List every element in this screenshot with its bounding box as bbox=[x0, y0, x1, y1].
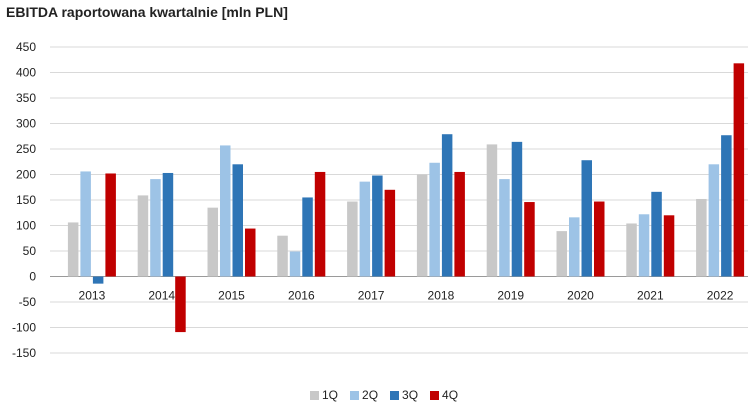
bar-3Q-2021 bbox=[651, 191, 662, 277]
bar-3Q-2013 bbox=[92, 276, 104, 284]
y-tick-label: -50 bbox=[19, 295, 37, 309]
bar-3Q-2016 bbox=[302, 197, 313, 277]
x-tick-label: 2019 bbox=[497, 289, 524, 303]
bar-3Q-2014 bbox=[162, 172, 174, 277]
x-tick-label: 2016 bbox=[288, 289, 315, 303]
bar-2Q-2019 bbox=[499, 179, 510, 277]
bar-2Q-2016 bbox=[289, 251, 301, 277]
legend-item-2Q: 2Q bbox=[350, 388, 378, 402]
bar-3Q-2019 bbox=[511, 141, 523, 277]
bar-1Q-2022 bbox=[696, 198, 707, 277]
bar-2Q-2017 bbox=[359, 181, 371, 277]
chart-title: EBITDA raportowana kwartalnie [mln PLN] bbox=[6, 4, 288, 20]
legend-swatch bbox=[350, 390, 360, 400]
bar-2Q-2021 bbox=[638, 214, 650, 277]
legend-label: 2Q bbox=[362, 388, 379, 402]
bar-1Q-2018 bbox=[416, 174, 428, 277]
x-tick-label: 2013 bbox=[79, 289, 106, 303]
bar-2Q-2015 bbox=[220, 145, 231, 277]
bar-1Q-2017 bbox=[347, 201, 358, 277]
legend-item-3Q: 3Q bbox=[390, 388, 418, 402]
y-tick-label: 300 bbox=[16, 117, 36, 131]
legend-swatch bbox=[390, 390, 400, 400]
x-tick-label: 2021 bbox=[637, 289, 664, 303]
bar-1Q-2015 bbox=[207, 207, 218, 277]
x-tick-label: 2017 bbox=[358, 289, 385, 303]
y-tick-label: 200 bbox=[16, 168, 36, 182]
bar-1Q-2019 bbox=[486, 144, 498, 277]
legend-swatch bbox=[310, 390, 319, 400]
bar-3Q-2022 bbox=[721, 135, 732, 277]
bar-2Q-2013 bbox=[80, 171, 91, 277]
y-tick-label: 150 bbox=[16, 193, 36, 207]
bar-1Q-2020 bbox=[556, 231, 567, 277]
bar-3Q-2015 bbox=[232, 164, 243, 277]
bar-3Q-2017 bbox=[372, 175, 383, 277]
y-tick-label: -100 bbox=[12, 321, 36, 335]
y-tick-label: -150 bbox=[12, 346, 36, 360]
bar-2Q-2018 bbox=[429, 162, 440, 277]
legend-label: 3Q bbox=[402, 388, 419, 402]
bar-4Q-2015 bbox=[245, 228, 256, 277]
bar-4Q-2020 bbox=[594, 201, 605, 277]
bar-4Q-2021 bbox=[663, 215, 675, 277]
bar-4Q-2017 bbox=[384, 189, 396, 277]
x-tick-label: 2014 bbox=[148, 289, 175, 303]
legend-item-4Q: 4Q bbox=[430, 388, 458, 402]
bar-2Q-2022 bbox=[708, 164, 720, 277]
bar-1Q-2021 bbox=[626, 223, 637, 277]
x-tick-label: 2018 bbox=[428, 289, 455, 303]
y-tick-label: 100 bbox=[16, 219, 36, 233]
bar-3Q-2020 bbox=[581, 160, 592, 277]
legend-label: 1Q bbox=[322, 388, 339, 402]
x-tick-label: 2015 bbox=[218, 289, 245, 303]
bar-4Q-2013 bbox=[105, 173, 116, 277]
y-tick-label: 400 bbox=[16, 66, 36, 80]
y-tick-label: 450 bbox=[16, 40, 36, 54]
legend-label: 4Q bbox=[442, 388, 459, 402]
y-tick-label: 250 bbox=[16, 142, 36, 156]
bar-4Q-2016 bbox=[314, 171, 326, 277]
x-tick-label: 2022 bbox=[707, 289, 734, 303]
bar-1Q-2014 bbox=[137, 195, 149, 277]
bar-2Q-2020 bbox=[569, 217, 580, 277]
bar-4Q-2018 bbox=[454, 171, 465, 277]
y-tick-label: 50 bbox=[23, 244, 37, 258]
x-tick-label: 2020 bbox=[567, 289, 594, 303]
bar-4Q-2022 bbox=[733, 63, 745, 277]
legend-item-1Q: 1Q bbox=[310, 388, 338, 402]
bar-4Q-2014 bbox=[175, 276, 186, 333]
legend-swatch bbox=[430, 390, 440, 400]
bar-1Q-2016 bbox=[277, 235, 288, 277]
y-tick-label: 350 bbox=[16, 91, 36, 105]
legend: 1Q 2Q 3Q 4Q bbox=[310, 388, 458, 402]
bar-1Q-2013 bbox=[67, 222, 79, 277]
bar-2Q-2014 bbox=[150, 179, 161, 277]
y-tick-label: 0 bbox=[29, 270, 36, 284]
bar-4Q-2019 bbox=[524, 202, 535, 277]
bar-3Q-2018 bbox=[441, 134, 453, 277]
